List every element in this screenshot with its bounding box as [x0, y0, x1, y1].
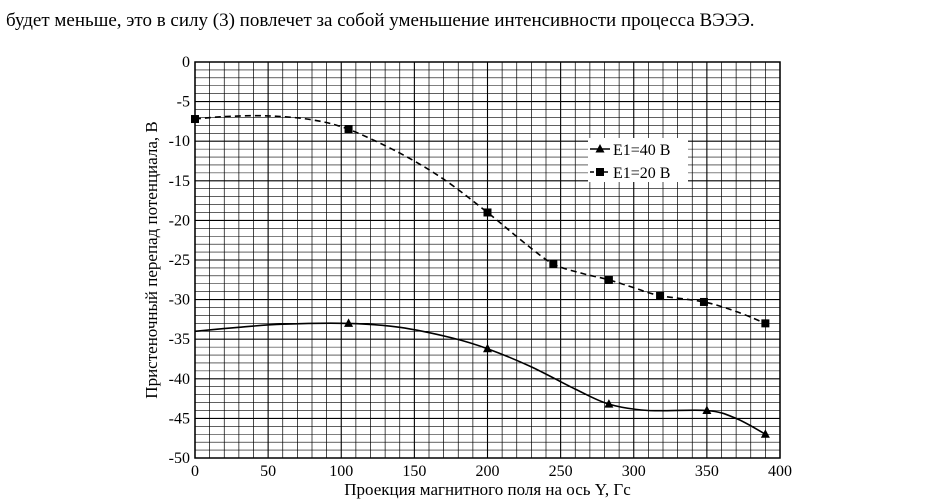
y-tick-label: -50	[169, 450, 190, 467]
data-point-series-2	[483, 208, 492, 217]
y-tick-label: 0	[182, 54, 190, 71]
legend-label-2: E1=20 В	[613, 165, 670, 182]
data-point-series-1	[760, 429, 770, 438]
plot-frame	[194, 61, 781, 459]
data-point-series-1	[604, 399, 614, 408]
data-point-series-2	[191, 115, 199, 124]
y-tick-label: -35	[169, 331, 190, 348]
legend-marker-1	[595, 144, 605, 153]
y-tick-label: -25	[169, 252, 190, 269]
data-point-series-2	[604, 275, 613, 284]
chart-grid	[194, 61, 781, 459]
chart-curves	[194, 114, 766, 435]
y-tick-labels: 0 -5 -10 -15 -20 -25 -30 -35 -40 -45 -50	[169, 54, 190, 467]
data-point-series-2	[656, 291, 665, 300]
page-text: будет меньше, это в силу (3) повлечет за…	[6, 10, 755, 31]
data-point-series-1	[702, 405, 712, 414]
legend: E1=40 В E1=20 В	[588, 138, 688, 182]
y-tick-label: -30	[169, 292, 190, 309]
chart-markers	[191, 115, 770, 438]
y-tick-label: -40	[169, 371, 190, 388]
y-tick-label: -15	[169, 173, 190, 190]
series-line-1	[194, 322, 766, 435]
x-tick-label: 150	[402, 463, 426, 480]
y-tick-label: -10	[169, 133, 190, 150]
data-point-series-2	[549, 259, 558, 268]
data-point-series-2	[761, 319, 770, 328]
legend-marker-2	[596, 168, 604, 176]
y-tick-label: -45	[169, 410, 190, 427]
series-line-2	[194, 114, 766, 325]
legend-background	[588, 138, 688, 182]
x-tick-label: 300	[622, 463, 646, 480]
y-tick-label: -20	[169, 212, 190, 229]
x-tick-label: 100	[329, 463, 353, 480]
x-tick-label: 200	[476, 463, 500, 480]
x-tick-label: 350	[695, 463, 719, 480]
data-point-series-1	[483, 343, 492, 353]
x-axis-label: Проекция магнитного поля на ось Y, Гс	[344, 480, 631, 499]
data-point-series-1	[344, 318, 354, 327]
y-tick-label: -5	[177, 94, 190, 111]
y-axis-label: Пристеночный перепад потенциала, В	[142, 121, 161, 398]
x-tick-labels: 0 50 100 150 200 250 300 350 400	[191, 463, 792, 480]
x-tick-label: 0	[191, 463, 199, 480]
legend-label-1: E1=40 В	[613, 142, 670, 159]
x-tick-label: 250	[549, 463, 573, 480]
data-point-series-2	[344, 125, 353, 134]
data-point-series-2	[699, 297, 708, 306]
x-tick-label: 50	[260, 463, 276, 480]
x-tick-label: 400	[768, 463, 792, 480]
